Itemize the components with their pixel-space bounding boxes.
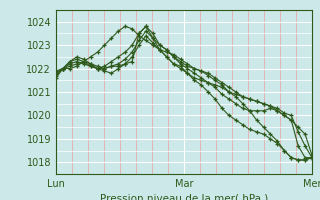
X-axis label: Pression niveau de la mer( hPa ): Pression niveau de la mer( hPa ) bbox=[100, 193, 268, 200]
